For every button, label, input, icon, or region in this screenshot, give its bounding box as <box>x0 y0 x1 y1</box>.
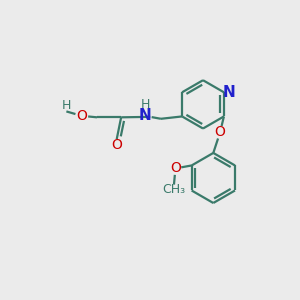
Text: CH₃: CH₃ <box>162 182 185 196</box>
Text: O: O <box>214 125 226 139</box>
Text: N: N <box>138 108 151 123</box>
Text: O: O <box>170 161 181 176</box>
Text: N: N <box>223 85 236 100</box>
Text: H: H <box>141 98 151 111</box>
Text: O: O <box>111 138 122 152</box>
Text: O: O <box>76 109 87 123</box>
Text: H: H <box>62 99 71 112</box>
